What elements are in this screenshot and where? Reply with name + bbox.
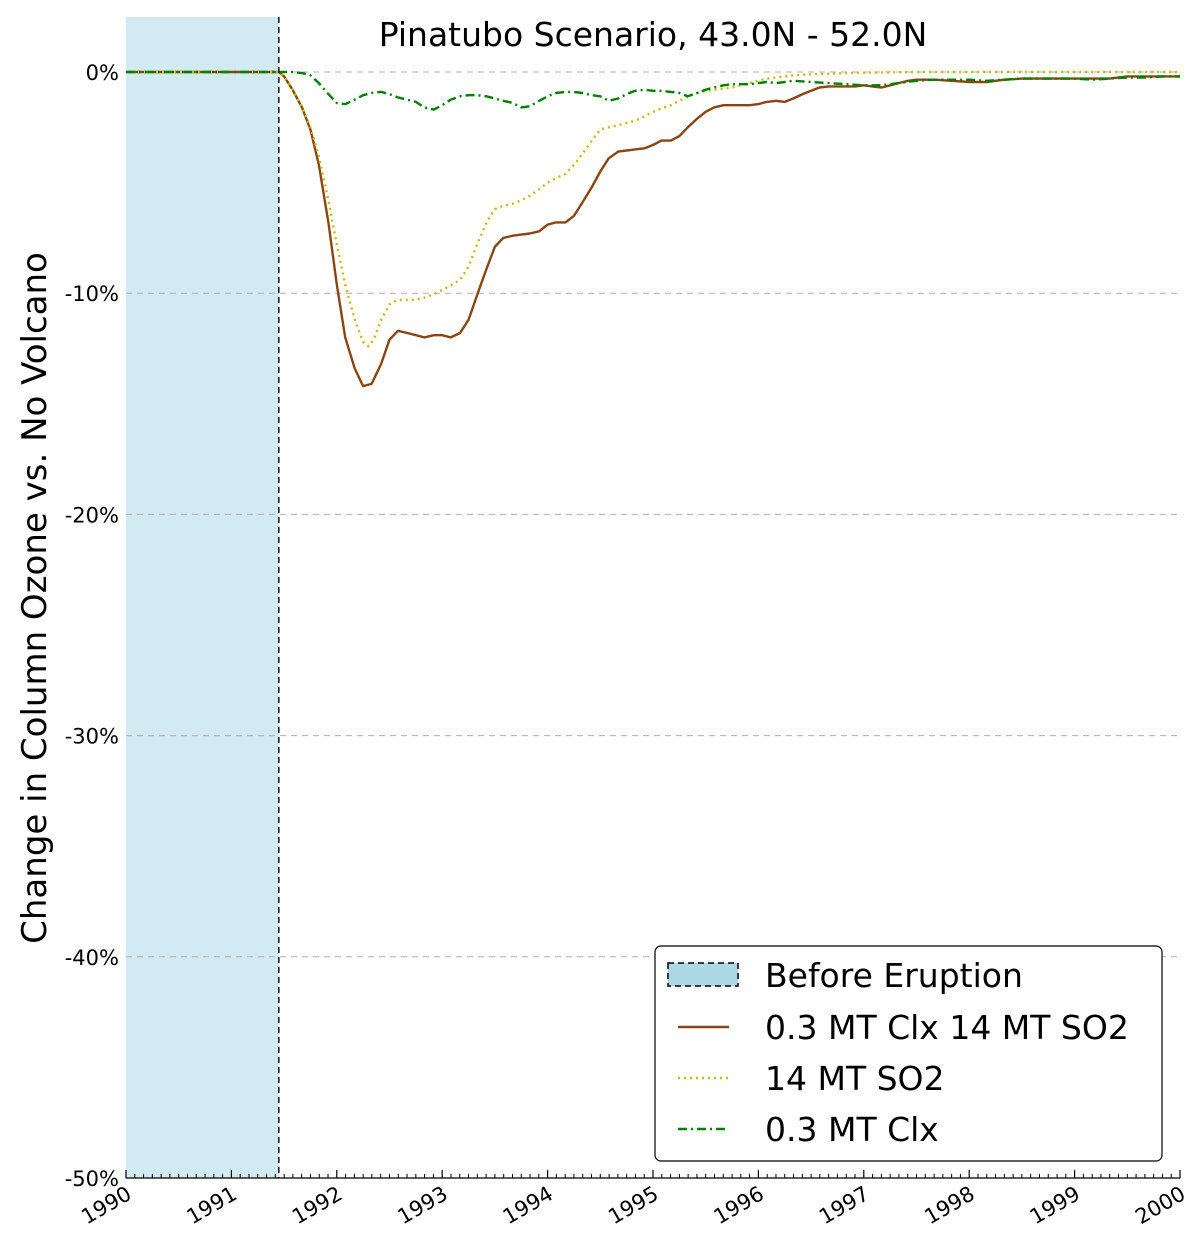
legend-box [654,945,1163,1162]
y-tick-label: -40% [65,946,119,970]
legend-label-before-eruption: Before Eruption [765,956,1023,995]
legend-label-series-3: 0.3 MT Clx [765,1110,939,1149]
before-eruption-band [126,17,279,1178]
legend-label-series-2: 14 MT SO2 [765,1059,945,1098]
x-tick-label: 2000 [1131,1182,1189,1230]
y-tick-label: -50% [65,1167,119,1191]
y-tick-labels: 0% -10% -20% -30% -40% -50% [65,61,119,1191]
series-line-1 [126,70,1180,388]
series-lines [126,70,1180,388]
x-tick-label: 1992 [288,1182,346,1230]
y-tick-label: -30% [65,725,119,749]
x-tick-label: 1996 [710,1182,768,1230]
y-tick-label: 0% [86,61,119,85]
gridlines [126,71,1180,958]
axes [125,1170,1181,1179]
x-tick-label: 1993 [393,1182,451,1230]
x-tick-label: 1997 [815,1182,873,1230]
legend: Before Eruption 0.3 MT Clx 14 MT SO2 14 … [654,945,1163,1162]
x-tick-label: 1999 [1026,1182,1084,1230]
x-tick-label: 1991 [183,1182,241,1230]
legend-label-series-1: 0.3 MT Clx 14 MT SO2 [765,1008,1129,1047]
y-tick-label: -20% [65,503,119,527]
x-tick-label: 1998 [920,1182,978,1230]
series-line-2 [126,70,1180,348]
legend-swatch-before-eruption [667,962,739,987]
before-eruption-region [126,17,279,1178]
chart-title: Pinatubo Scenario, 43.0N - 52.0N [379,15,928,54]
x-tick-label: 1994 [499,1182,557,1230]
x-tick-label: 1995 [604,1182,662,1230]
y-axis-label: Change in Column Ozone vs. No Volcano [15,252,55,944]
y-tick-label: -10% [65,282,119,306]
x-tick-labels: 1990 1991 1992 1993 1994 1995 1996 1997 1998 1999… [77,1182,1189,1230]
series-line-3 [126,70,1180,111]
